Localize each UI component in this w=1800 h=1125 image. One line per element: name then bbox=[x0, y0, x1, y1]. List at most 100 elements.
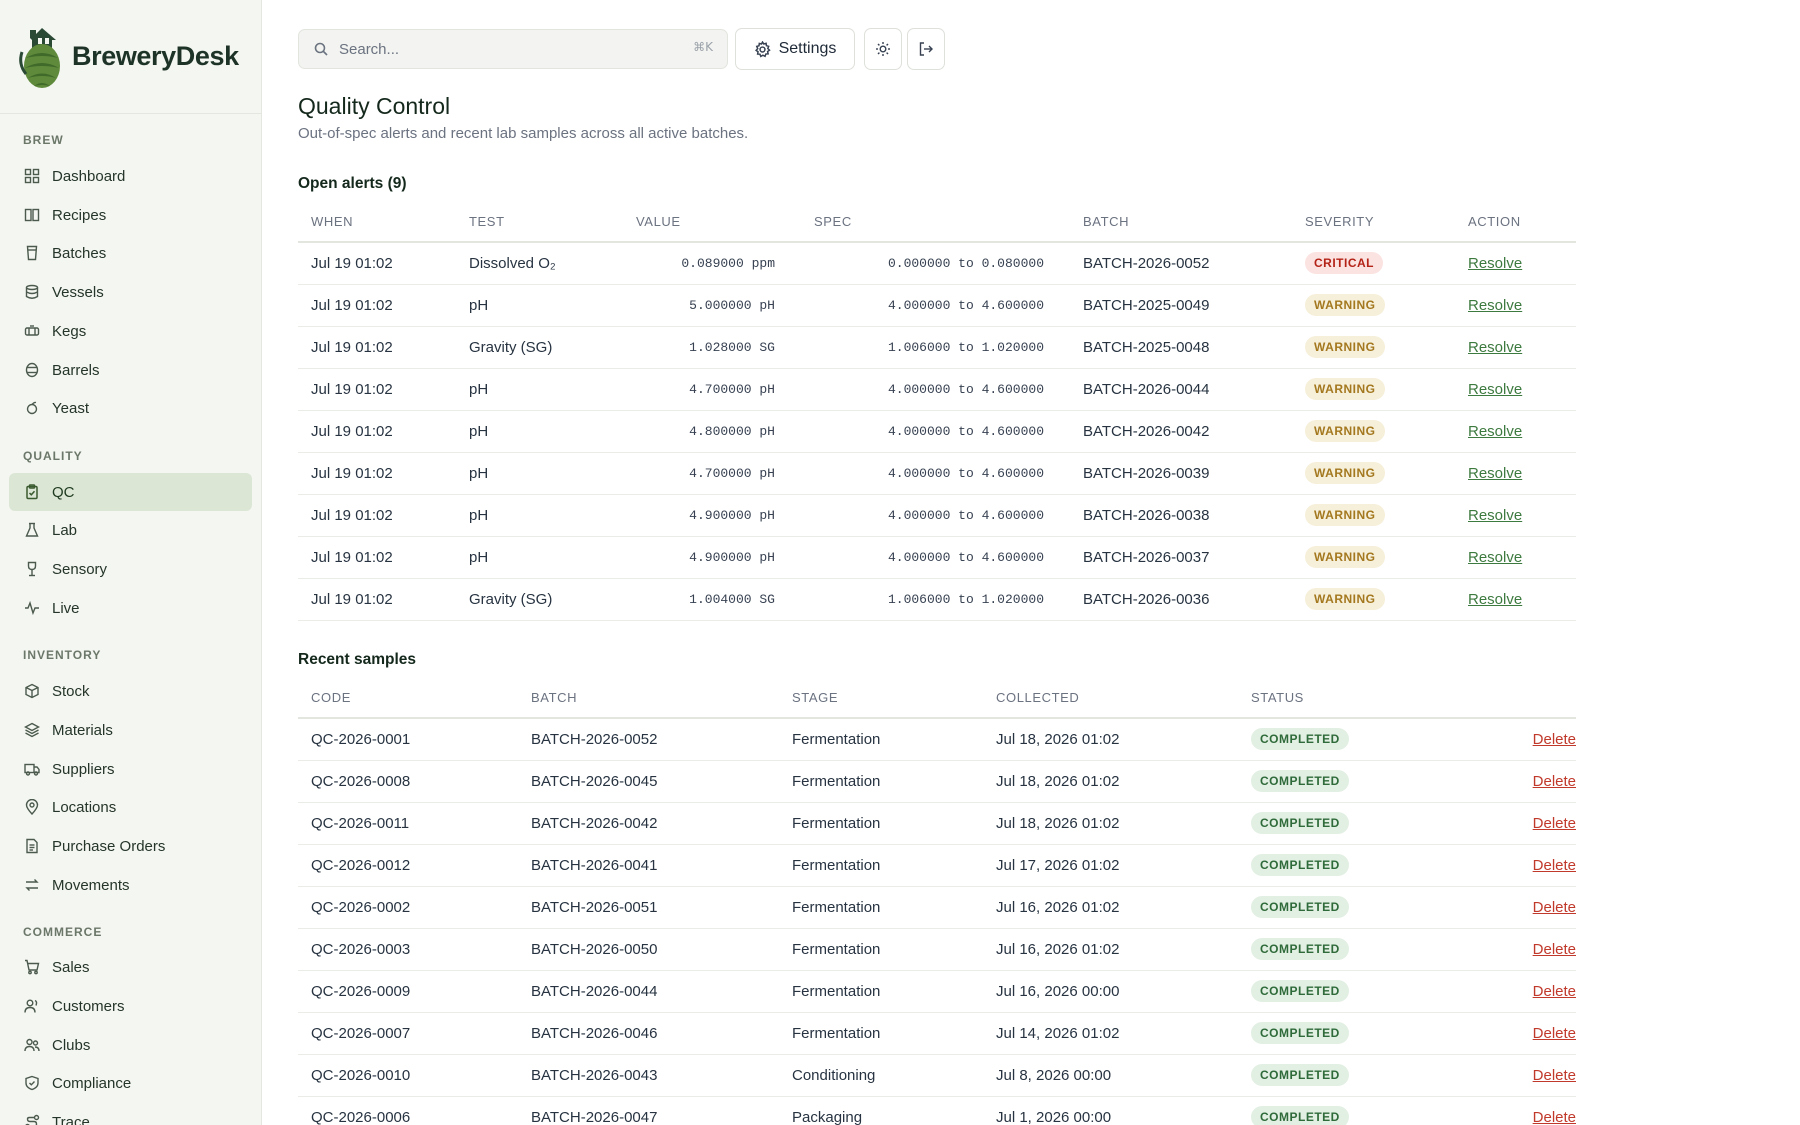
sidebar-item-dashboard[interactable]: Dashboard bbox=[9, 157, 252, 195]
alert-spec: 4.000000 to 4.600000 bbox=[801, 284, 1070, 327]
sample-action-cell: Delete bbox=[1478, 970, 1576, 1013]
sidebar-item-label: Kegs bbox=[52, 322, 87, 340]
delete-link[interactable]: Delete bbox=[1532, 814, 1576, 832]
sidebar-item-kegs[interactable]: Kegs bbox=[9, 312, 252, 350]
sidebar-item-compliance[interactable]: Compliance bbox=[9, 1064, 252, 1102]
resolve-link[interactable]: Resolve bbox=[1468, 338, 1523, 356]
alert-batch: BATCH-2026-0042 bbox=[1070, 410, 1292, 453]
search-box[interactable]: ⌘K bbox=[298, 29, 728, 69]
delete-link[interactable]: Delete bbox=[1532, 1108, 1576, 1125]
col-status[interactable]: STATUS bbox=[1238, 677, 1478, 719]
col-spec[interactable]: SPEC bbox=[801, 201, 1070, 243]
delete-link[interactable]: Delete bbox=[1532, 772, 1576, 790]
delete-link[interactable]: Delete bbox=[1532, 1066, 1576, 1084]
sidebar-item-barrels[interactable]: Barrels bbox=[9, 351, 252, 389]
alert-action-cell: Resolve bbox=[1455, 536, 1576, 579]
search-input[interactable] bbox=[339, 40, 669, 58]
sidebar-item-trace[interactable]: Trace bbox=[9, 1103, 252, 1125]
samples-header-row: CODE BATCH STAGE COLLECTED STATUS bbox=[298, 677, 1576, 719]
sample-stage: Fermentation bbox=[779, 970, 983, 1013]
col-when[interactable]: WHEN bbox=[298, 201, 456, 243]
severity-badge: WARNING bbox=[1305, 294, 1385, 316]
brand-name: BreweryDesk bbox=[72, 41, 239, 71]
sidebar-item-sales[interactable]: Sales bbox=[9, 948, 252, 986]
alert-when: Jul 19 01:02 bbox=[298, 494, 456, 537]
delete-link[interactable]: Delete bbox=[1532, 856, 1576, 874]
col-test[interactable]: TEST bbox=[456, 201, 623, 243]
col-value[interactable]: VALUE bbox=[623, 201, 801, 243]
sidebar-item-live[interactable]: Live bbox=[9, 589, 252, 627]
sidebar-item-yeast[interactable]: Yeast bbox=[9, 389, 252, 427]
sidebar-item-movements[interactable]: Movements bbox=[9, 866, 252, 904]
clipboard-check-icon bbox=[24, 484, 40, 500]
col-stage[interactable]: STAGE bbox=[779, 677, 983, 719]
brand[interactable]: BreweryDesk bbox=[0, 0, 261, 114]
delete-link[interactable]: Delete bbox=[1532, 982, 1576, 1000]
delete-link[interactable]: Delete bbox=[1532, 940, 1576, 958]
alert-row: Jul 19 01:02 pH 4.900000 pH 4.000000 to 4.6… bbox=[298, 494, 1576, 537]
sample-row: QC-2026-0008 BATCH-2026-0045 Fermentation J… bbox=[298, 760, 1576, 803]
delete-link[interactable]: Delete bbox=[1532, 1024, 1576, 1042]
glass-icon bbox=[24, 245, 40, 261]
sidebar-item-clubs[interactable]: Clubs bbox=[9, 1026, 252, 1064]
sidebar-item-purchase-orders[interactable]: Purchase Orders bbox=[9, 827, 252, 865]
alert-action-cell: Resolve bbox=[1455, 242, 1576, 285]
sidebar-item-label: Customers bbox=[52, 997, 125, 1015]
resolve-link[interactable]: Resolve bbox=[1468, 254, 1523, 272]
alert-value: 4.800000 pH bbox=[623, 410, 801, 453]
theme-toggle-button[interactable] bbox=[864, 28, 902, 70]
sidebar-item-recipes[interactable]: Recipes bbox=[9, 196, 252, 234]
alert-test: pH bbox=[456, 494, 623, 537]
resolve-link[interactable]: Resolve bbox=[1468, 548, 1523, 566]
truck-icon bbox=[24, 761, 40, 777]
resolve-link[interactable]: Resolve bbox=[1468, 422, 1523, 440]
alert-spec: 4.000000 to 4.600000 bbox=[801, 494, 1070, 537]
book-icon bbox=[24, 207, 40, 223]
resolve-link[interactable]: Resolve bbox=[1468, 296, 1523, 314]
resolve-link[interactable]: Resolve bbox=[1468, 380, 1523, 398]
sidebar-item-suppliers[interactable]: Suppliers bbox=[9, 750, 252, 788]
resolve-link[interactable]: Resolve bbox=[1468, 590, 1523, 608]
severity-badge: WARNING bbox=[1305, 546, 1385, 568]
logout-button[interactable] bbox=[907, 28, 945, 70]
sample-batch: BATCH-2026-0046 bbox=[518, 1012, 779, 1055]
sidebar-item-customers[interactable]: Customers bbox=[9, 987, 252, 1025]
alert-test: pH bbox=[456, 368, 623, 411]
sample-batch: BATCH-2026-0051 bbox=[518, 886, 779, 929]
sidebar-item-label: Sales bbox=[52, 958, 90, 976]
sample-row: QC-2026-0010 BATCH-2026-0043 Conditioning J… bbox=[298, 1054, 1576, 1097]
sidebar: BreweryDesk BREW Dashboard Recipes Batch… bbox=[0, 0, 262, 1125]
col-code[interactable]: CODE bbox=[298, 677, 518, 719]
delete-link[interactable]: Delete bbox=[1532, 898, 1576, 916]
sample-batch: BATCH-2026-0043 bbox=[518, 1054, 779, 1097]
sample-action-cell: Delete bbox=[1478, 1054, 1576, 1097]
sample-action-cell: Delete bbox=[1478, 1012, 1576, 1055]
col-batch[interactable]: BATCH bbox=[518, 677, 779, 719]
sidebar-item-materials[interactable]: Materials bbox=[9, 711, 252, 749]
sidebar-item-stock[interactable]: Stock bbox=[9, 672, 252, 710]
col-collected[interactable]: COLLECTED bbox=[983, 677, 1238, 719]
resolve-link[interactable]: Resolve bbox=[1468, 464, 1523, 482]
sample-batch: BATCH-2026-0050 bbox=[518, 928, 779, 971]
settings-button[interactable]: Settings bbox=[735, 28, 855, 70]
alert-batch: BATCH-2025-0049 bbox=[1070, 284, 1292, 327]
sidebar-item-locations[interactable]: Locations bbox=[9, 788, 252, 826]
sidebar-item-lab[interactable]: Lab bbox=[9, 511, 252, 549]
sample-code: QC-2026-0010 bbox=[298, 1054, 518, 1097]
sidebar-item-vessels[interactable]: Vessels bbox=[9, 273, 252, 311]
sidebar-item-sensory[interactable]: Sensory bbox=[9, 550, 252, 588]
alert-severity-cell: WARNING bbox=[1292, 410, 1455, 453]
delete-link[interactable]: Delete bbox=[1532, 730, 1576, 748]
sidebar-item-batches[interactable]: Batches bbox=[9, 234, 252, 272]
col-batch[interactable]: BATCH bbox=[1070, 201, 1292, 243]
alert-test: pH bbox=[456, 284, 623, 327]
document-icon bbox=[24, 838, 40, 854]
alert-test: pH bbox=[456, 410, 623, 453]
sample-collected: Jul 8, 2026 00:00 bbox=[983, 1054, 1238, 1097]
search-icon bbox=[313, 41, 329, 57]
sidebar-item-qc[interactable]: QC bbox=[9, 473, 252, 511]
col-severity[interactable]: SEVERITY bbox=[1292, 201, 1455, 243]
alert-row: Jul 19 01:02 pH 4.900000 pH 4.000000 to 4.6… bbox=[298, 536, 1576, 579]
sidebar-item-label: Purchase Orders bbox=[52, 837, 166, 855]
resolve-link[interactable]: Resolve bbox=[1468, 506, 1523, 524]
